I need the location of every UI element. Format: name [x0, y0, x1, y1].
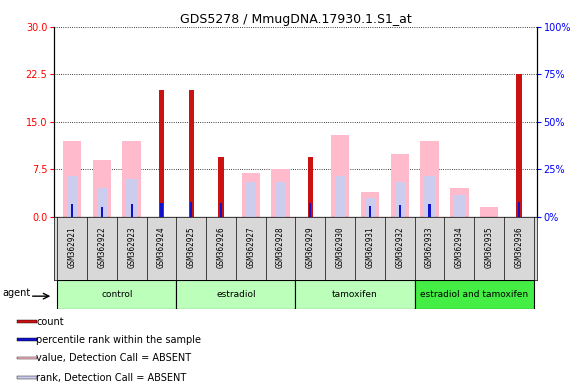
Text: GSM362935: GSM362935 — [485, 227, 493, 268]
Text: GSM362932: GSM362932 — [395, 227, 404, 268]
Bar — [159, 90, 164, 217]
Bar — [415, 280, 534, 309]
Text: GSM362929: GSM362929 — [306, 227, 315, 268]
Text: count: count — [36, 317, 64, 327]
Text: control: control — [101, 290, 132, 299]
Text: GSM362921: GSM362921 — [67, 227, 77, 268]
Bar — [308, 157, 313, 217]
Text: GSM362934: GSM362934 — [455, 227, 464, 268]
Text: tamoxifen: tamoxifen — [332, 290, 378, 299]
Bar — [331, 135, 349, 217]
Bar — [131, 204, 132, 217]
Bar — [480, 207, 498, 217]
Bar — [96, 189, 107, 217]
Bar — [365, 198, 375, 217]
Bar — [122, 141, 141, 217]
Title: GDS5278 / MmugDNA.17930.1.S1_at: GDS5278 / MmugDNA.17930.1.S1_at — [180, 13, 411, 26]
Text: GSM362926: GSM362926 — [216, 227, 226, 268]
Text: GSM362928: GSM362928 — [276, 227, 285, 268]
Bar — [188, 90, 194, 217]
Bar — [369, 205, 371, 217]
Bar — [17, 357, 38, 359]
Text: GSM362933: GSM362933 — [425, 227, 434, 268]
Text: GSM362922: GSM362922 — [98, 227, 106, 268]
Bar — [246, 182, 256, 217]
Text: estradiol: estradiol — [216, 290, 256, 299]
Text: GSM362936: GSM362936 — [514, 227, 524, 268]
Bar — [391, 154, 409, 217]
Bar — [220, 203, 222, 217]
Bar — [101, 207, 103, 217]
Bar — [309, 203, 311, 217]
Bar — [271, 169, 290, 217]
Bar — [17, 338, 38, 341]
Text: GSM362927: GSM362927 — [246, 227, 255, 268]
Bar — [67, 176, 77, 217]
Bar — [17, 376, 38, 379]
Bar — [275, 182, 286, 217]
Text: estradiol and tamoxifen: estradiol and tamoxifen — [420, 290, 528, 299]
Text: value, Detection Call = ABSENT: value, Detection Call = ABSENT — [36, 353, 191, 363]
Bar — [450, 189, 469, 217]
Text: GSM362924: GSM362924 — [157, 227, 166, 268]
Bar — [71, 204, 73, 217]
Bar — [399, 205, 401, 217]
Bar — [335, 176, 345, 217]
Bar — [296, 280, 415, 309]
Bar — [93, 160, 111, 217]
Bar — [218, 157, 224, 217]
Bar — [242, 173, 260, 217]
Text: GSM362923: GSM362923 — [127, 227, 136, 268]
Bar — [420, 141, 439, 217]
Bar — [516, 74, 521, 217]
Bar — [518, 202, 520, 217]
Bar — [454, 195, 465, 217]
Bar — [160, 203, 163, 217]
Text: agent: agent — [3, 288, 31, 298]
Bar — [424, 176, 435, 217]
Bar — [361, 192, 379, 217]
Text: rank, Detection Call = ABSENT: rank, Detection Call = ABSENT — [36, 373, 186, 383]
Text: GSM362925: GSM362925 — [187, 227, 196, 268]
Bar — [63, 141, 81, 217]
Text: GSM362931: GSM362931 — [365, 227, 375, 268]
Bar — [176, 280, 296, 309]
Text: GSM362930: GSM362930 — [336, 227, 345, 268]
Text: percentile rank within the sample: percentile rank within the sample — [36, 335, 201, 345]
Bar — [428, 204, 431, 217]
Bar — [395, 182, 405, 217]
Bar — [57, 280, 176, 309]
Bar — [190, 202, 192, 217]
Bar — [126, 179, 137, 217]
Bar — [17, 320, 38, 323]
